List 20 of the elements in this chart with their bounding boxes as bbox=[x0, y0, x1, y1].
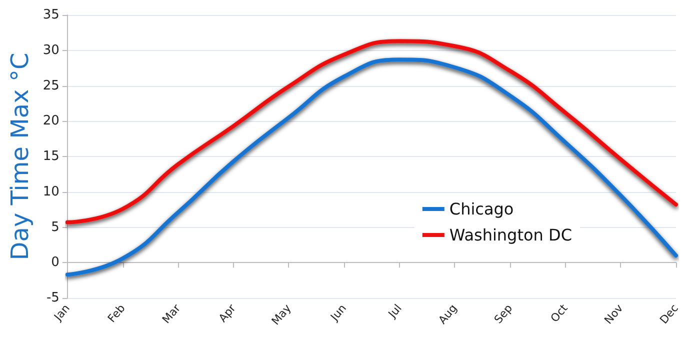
y-tick-label: 20 bbox=[42, 114, 60, 129]
y-tick-label: 30 bbox=[42, 42, 60, 58]
x-tick-label: Apr bbox=[216, 301, 239, 325]
y-tick-label: 0 bbox=[51, 255, 60, 270]
y-tick-label: 10 bbox=[42, 184, 60, 200]
x-tick-label: Feb bbox=[105, 302, 128, 326]
x-tick-label: Oct bbox=[548, 301, 571, 325]
y-tick-label: 5 bbox=[51, 220, 60, 235]
line-series bbox=[65, 58, 678, 277]
x-tick-label: Jul bbox=[385, 302, 404, 322]
y-tick-label: 35 bbox=[42, 8, 60, 22]
y-tick-label: 15 bbox=[42, 149, 60, 164]
x-tick-label: Jun bbox=[327, 302, 350, 324]
line-series bbox=[65, 39, 678, 224]
y-axis-title: Day Time Max °C bbox=[6, 52, 34, 260]
legend-label: Washington DC bbox=[449, 226, 572, 244]
x-tick-label: Dec bbox=[657, 302, 681, 326]
x-tick-label: Sep bbox=[492, 302, 516, 326]
y-tick-label: 25 bbox=[42, 78, 60, 94]
legend-label: Chicago bbox=[449, 200, 514, 218]
